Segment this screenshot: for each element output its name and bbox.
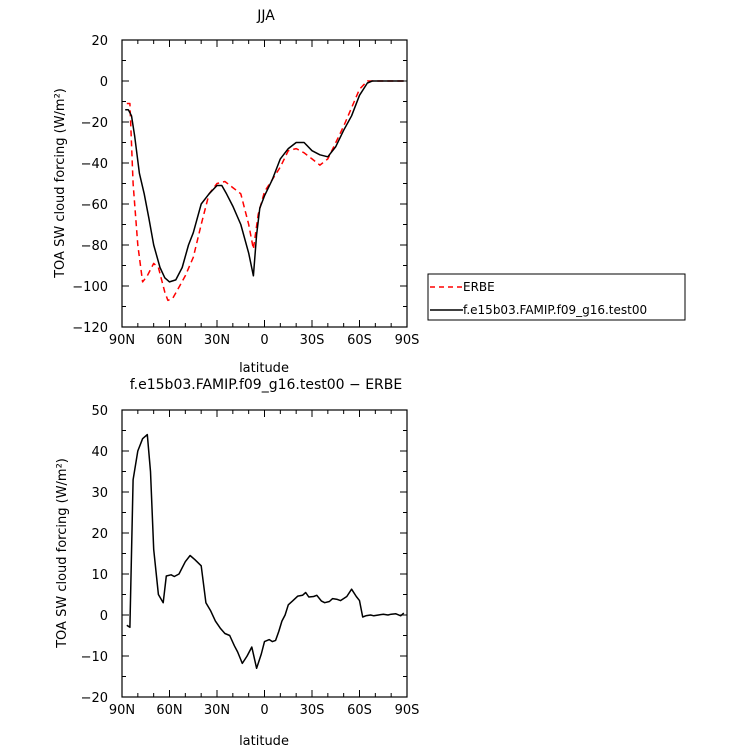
bottom-panel-x-tick-label: 90S: [395, 703, 420, 718]
bottom-panel-x-tick-label: 60N: [156, 703, 182, 718]
legend-label-erbe: ERBE: [463, 280, 495, 294]
top-panel-y-tick-label: 20: [91, 34, 108, 49]
bottom-panel-title: f.e15b03.FAMIP.f09_g16.test00 − ERBE: [130, 377, 402, 393]
bottom-panel-axes: 90N 60N 30N 0 30S 60S 90S 50 40 30 20 10 0 −10 −20: [81, 404, 420, 718]
top-panel-y-axis-label: TOA SW cloud forcing (W/m²): [53, 88, 68, 279]
top-panel-x-tick-label: 90S: [395, 333, 420, 348]
top-panel-x-tick-label: 30S: [300, 333, 325, 348]
top-panel-x-tick-label: 60S: [347, 333, 372, 348]
bottom-panel-y-tick-label: 10: [91, 568, 108, 583]
bottom-panel-y-tick-label: 30: [91, 486, 108, 501]
bottom-panel-plot-frame: [121, 409, 408, 698]
top-panel-x-axis-label: latitude: [239, 361, 289, 376]
top-panel-y-tick-label: −20: [81, 116, 108, 131]
top-panel-x-tick-label: 60N: [156, 333, 182, 348]
top-panel-y-tick-label: 0: [100, 75, 108, 90]
top-panel-series: [125, 80, 404, 302]
top-panel-x-tick-label: 30N: [204, 333, 230, 348]
top-panel: JJA 90N 60N 30N 0 30S 60S 90S 20 0 −20 −40 −60 −80 −1…: [53, 8, 686, 376]
bottom-panel-x-tick-label: 0: [260, 703, 268, 718]
bottom-panel-x-tick-label: 60S: [347, 703, 372, 718]
bottom-panel-y-tick-label: −20: [81, 691, 108, 706]
bottom-panel: f.e15b03.FAMIP.f09_g16.test00 − ERBE 90N…: [55, 377, 419, 749]
top-panel-x-tick-label: 90N: [109, 333, 135, 348]
top-panel-y-tick-label: −60: [81, 198, 108, 213]
top-panel-series-line-f-e15b03-famip-f09-g16-test00: [125, 80, 404, 283]
top-panel-x-tick-label: 0: [260, 333, 268, 348]
bottom-panel-x-tick-label: 30N: [204, 703, 230, 718]
top-panel-title: JJA: [256, 8, 275, 24]
bottom-panel-y-tick-label: −10: [81, 650, 108, 665]
bottom-panel-series-line-0: [126, 433, 405, 670]
top-panel-series-line-erbe: [126, 80, 404, 302]
top-panel-axes: 90N 60N 30N 0 30S 60S 90S 20 0 −20 −40 −60 −80 −100 −1…: [72, 34, 419, 348]
top-panel-y-tick-label: −120: [72, 321, 108, 336]
bottom-panel-y-axis-label: TOA SW cloud forcing (W/m²): [55, 458, 70, 649]
top-panel-plot-frame: [121, 39, 408, 328]
legend-box: [427, 273, 686, 321]
legend: ERBE f.e15b03.FAMIP.f09_g16.test00: [427, 273, 686, 321]
top-panel-y-tick-label: −40: [81, 157, 108, 172]
bottom-panel-y-tick-label: 50: [91, 404, 108, 419]
bottom-panel-y-tick-label: 40: [91, 445, 108, 460]
bottom-panel-series: [126, 433, 405, 670]
legend-label-model: f.e15b03.FAMIP.f09_g16.test00: [463, 303, 647, 317]
bottom-panel-x-tick-label: 90N: [109, 703, 135, 718]
top-panel-y-tick-label: −80: [81, 239, 108, 254]
bottom-panel-y-tick-label: 0: [100, 609, 108, 624]
bottom-panel-x-tick-label: 30S: [300, 703, 325, 718]
bottom-panel-x-axis-label: latitude: [239, 734, 289, 749]
top-panel-y-tick-label: −100: [72, 280, 108, 295]
bottom-panel-y-tick-label: 20: [91, 527, 108, 542]
